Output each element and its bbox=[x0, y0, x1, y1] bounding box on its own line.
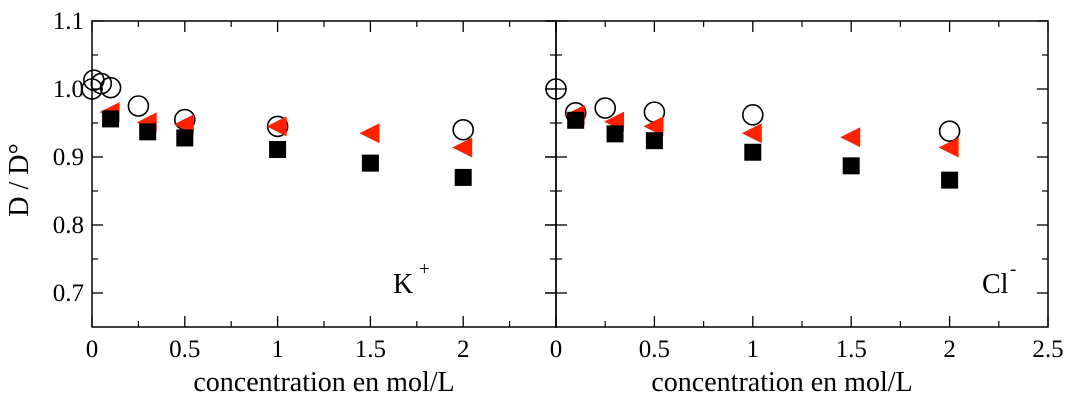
filled-square-point bbox=[139, 123, 157, 141]
left-triangle-point bbox=[359, 123, 380, 144]
filled-square-point bbox=[842, 157, 860, 175]
x-tick-label: 0 bbox=[550, 336, 563, 363]
left-triangle-point bbox=[266, 116, 287, 137]
filled-square-point bbox=[941, 171, 959, 189]
y-tick-label: 0.9 bbox=[53, 144, 84, 171]
series-left-triangle bbox=[99, 102, 473, 158]
open-circle-point bbox=[938, 120, 961, 142]
x-tick-label: 1.5 bbox=[836, 336, 867, 363]
filled-square-point bbox=[744, 143, 762, 161]
x-tick-label: 2 bbox=[943, 336, 956, 363]
filled-square-point bbox=[645, 132, 663, 150]
x-tick-label: 2 bbox=[457, 336, 470, 363]
series-left-triangle bbox=[564, 104, 959, 158]
series-filled-square bbox=[567, 111, 959, 189]
series-open-circle bbox=[545, 78, 961, 142]
filled-square-point bbox=[606, 125, 624, 143]
y-tick-label: 0.7 bbox=[53, 280, 84, 307]
left-triangle-point bbox=[938, 137, 959, 158]
panel-2: 0 0.5 1 1.5 2 2.5 concentration en mol/L Cl - bbox=[545, 20, 1064, 398]
panels-layer: 0 0.5 1 1.5 2 0.7 0.8 0.9 1.0 1.1 concentration en… bbox=[53, 8, 1064, 398]
x-tick-label: 0.5 bbox=[639, 336, 670, 363]
panel-1: 0 0.5 1 1.5 2 0.7 0.8 0.9 1.0 1.1 concentration en… bbox=[53, 8, 557, 398]
open-circle-point bbox=[545, 78, 567, 100]
x-tick-label: 2.5 bbox=[1032, 336, 1063, 363]
open-circle-point bbox=[99, 76, 122, 99]
x-axis-title: concentration en mol/L bbox=[193, 367, 454, 398]
filled-square-point bbox=[454, 168, 472, 186]
open-circle-point bbox=[90, 72, 113, 95]
x-tick-label: 1.5 bbox=[355, 336, 386, 363]
filled-square-point bbox=[102, 110, 120, 128]
x-tick-label: 0.5 bbox=[169, 336, 200, 363]
series-filled-square bbox=[102, 110, 472, 186]
plot-frame bbox=[91, 20, 557, 328]
open-circle-point bbox=[452, 119, 475, 141]
filled-square-point bbox=[176, 129, 194, 147]
x-tick-label: 0 bbox=[86, 336, 99, 363]
y-axis-title: D / D° bbox=[4, 143, 35, 216]
open-circle-point bbox=[741, 104, 764, 126]
x-tick-label: 1 bbox=[747, 336, 760, 363]
open-circle-point bbox=[127, 95, 150, 117]
y-tick-label: 1.0 bbox=[53, 76, 84, 103]
y-tick-label: 0.8 bbox=[53, 212, 84, 239]
y-tick-label: 1.1 bbox=[53, 8, 84, 35]
panel-ion-label: K bbox=[393, 269, 413, 300]
left-triangle-point bbox=[643, 116, 664, 137]
panel-ion-charge: + bbox=[419, 259, 430, 280]
filled-square-point bbox=[361, 154, 379, 172]
x-tick-label: 1 bbox=[271, 336, 284, 363]
x-axis-title: concentration en mol/L bbox=[651, 367, 912, 398]
open-circle-point bbox=[594, 97, 617, 119]
left-triangle-point bbox=[741, 123, 762, 144]
plot-frame bbox=[555, 20, 1049, 328]
filled-square-point bbox=[269, 141, 287, 159]
left-triangle-point bbox=[452, 137, 473, 158]
left-triangle-point bbox=[840, 127, 861, 148]
filled-square-point bbox=[567, 111, 585, 129]
left-triangle-point bbox=[173, 114, 194, 135]
series-open-circle bbox=[81, 69, 475, 141]
panel-ion-label: Cl bbox=[982, 269, 1009, 300]
panel-ion-charge: - bbox=[1010, 259, 1016, 280]
